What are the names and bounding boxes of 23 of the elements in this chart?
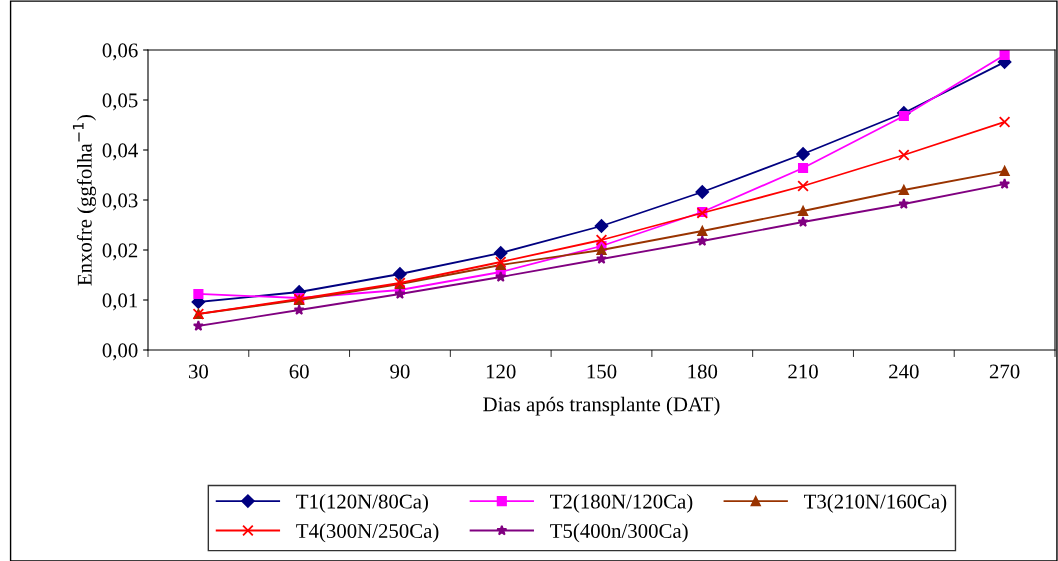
x-tick-label: 270 <box>989 364 1020 379</box>
x-axis-title: Dias após transplante (DAT) <box>483 396 720 416</box>
legend-label: T5(400n/300Ca) <box>550 523 688 543</box>
x-tick-label: 210 <box>788 364 818 379</box>
x-tick-label: 30 <box>188 364 209 379</box>
y-tick-label: 0,03 <box>102 193 138 211</box>
legend-label: T2(180N/120Ca) <box>550 493 693 513</box>
legend-label: T4(300N/250Ca) <box>296 523 439 543</box>
y-tick-label: 0,02 <box>102 243 138 261</box>
x-tick-label: 120 <box>486 364 516 379</box>
x-tick-label: 90 <box>390 364 410 379</box>
x-tick-label: 180 <box>688 364 718 379</box>
x-tick-label: 60 <box>289 364 309 379</box>
y-tick-label: 0,05 <box>102 93 138 111</box>
legend-label: T3(210N/160Ca) <box>804 493 947 513</box>
y-tick-label: 0,01 <box>102 293 138 311</box>
x-tick-label: 240 <box>889 364 919 379</box>
y-axis-title: Enxofre (ggfolha$^{−1}$) <box>72 114 97 286</box>
y-tick-label: 0,06 <box>102 43 138 61</box>
y-tick-label: 0,04 <box>102 143 138 161</box>
y-tick-label: 0,00 <box>102 343 138 361</box>
legend-label: T1(120N/80Ca) <box>296 493 428 513</box>
x-tick-label: 150 <box>587 364 617 379</box>
